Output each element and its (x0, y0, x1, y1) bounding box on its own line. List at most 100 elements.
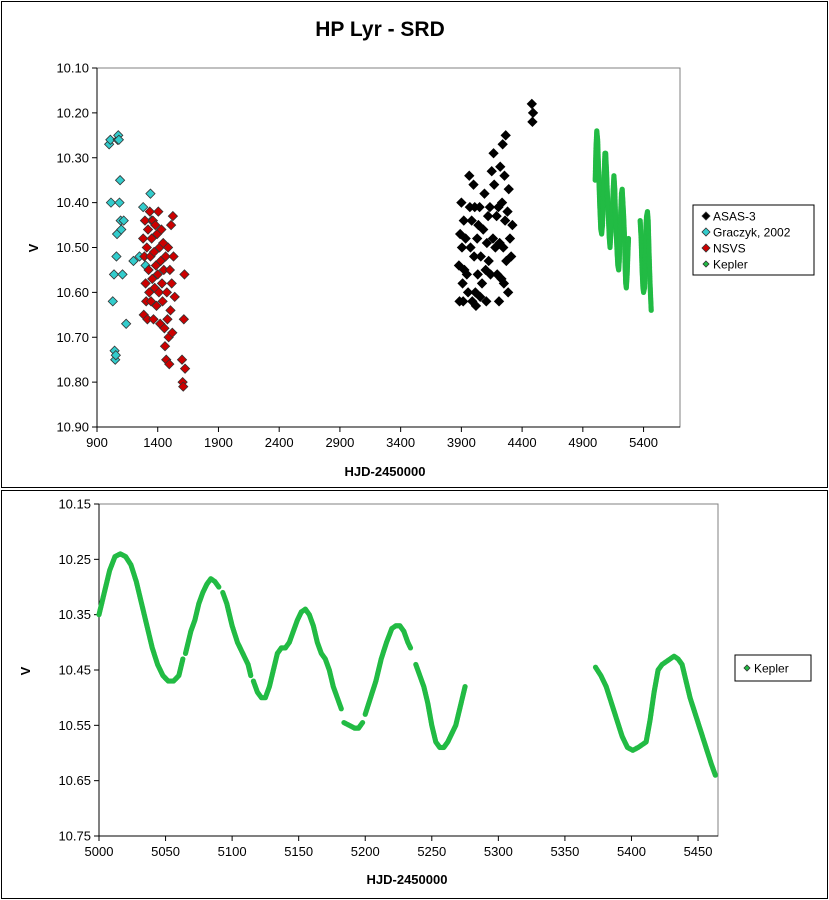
top-y-tick-label: 10.90 (56, 420, 89, 435)
top-point-asas-3 (466, 215, 477, 226)
bottom-x-tick-label: 5050 (151, 844, 180, 859)
top-y-tick-label: 10.30 (56, 150, 89, 165)
top-point-asas-3 (502, 206, 513, 217)
top-x-tick-label: 3900 (447, 435, 476, 450)
bottom-y-tick-label: 10.15 (58, 497, 91, 512)
top-point-nsvs (153, 287, 165, 298)
top-point-kepler (648, 307, 654, 313)
y-axis-label-bottom: V (18, 666, 33, 675)
top-point-asas-3 (487, 233, 499, 244)
top-point-nsvs (147, 273, 158, 285)
x-axis-label-bottom: HJD-2450000 (367, 872, 448, 887)
top-point-asas-3 (454, 228, 466, 240)
top-point-nsvs (145, 296, 157, 307)
top-y-tick-label: 10.20 (56, 105, 89, 120)
top-point-nsvs (148, 246, 160, 258)
top-point-nsvs (168, 251, 179, 262)
top-point-nsvs (150, 219, 161, 231)
top-point-nsvs (166, 278, 177, 289)
legend-top: ASAS-3 Graczyk, 2002 NSVS Kepler (692, 204, 815, 276)
top-point-nsvs (162, 314, 173, 325)
top-x-tick-label: 1900 (204, 435, 233, 450)
top-point-nsvs (169, 291, 180, 303)
top-point-nsvs (160, 251, 171, 262)
top-legend-marker-asas-3 (701, 211, 711, 221)
top-point-asas-3 (460, 233, 471, 244)
top-point-asas-3 (481, 237, 493, 249)
top-legend-label-kepler: Kepler (713, 258, 748, 272)
top-point-asas-3 (500, 130, 511, 141)
top-point-graczyk-2002 (111, 251, 122, 262)
top-x-tick-label: 4900 (568, 435, 597, 450)
top-point-asas-3 (482, 210, 494, 222)
top-legend-label-graczyk-2002: Graczyk, 2002 (713, 226, 791, 240)
top-y-tick-label: 10.10 (56, 61, 89, 76)
top-point-asas-3 (464, 170, 475, 181)
chart-panel-bottom: 10.15 10.25 10.35 10.45 10.55 10.65 10.75 5000 5… (1, 490, 828, 899)
top-point-graczyk-2002 (105, 134, 116, 145)
top-legend-label-asas-3: ASAS-3 (713, 210, 756, 224)
top-point-asas-3 (493, 296, 505, 307)
top-point-nsvs (156, 224, 167, 235)
top-point-graczyk-2002 (128, 255, 139, 267)
bottom-y-tick-label: 10.25 (58, 552, 91, 567)
top-point-asas-3 (468, 179, 479, 190)
top-point-nsvs (179, 363, 191, 374)
top-point-asas-3 (526, 98, 537, 110)
top-point-nsvs (167, 210, 179, 222)
top-point-graczyk-2002 (113, 134, 125, 145)
bottom-point-kepler (338, 706, 344, 712)
top-point-asas-3 (471, 233, 483, 244)
top-point-asas-3 (484, 201, 496, 213)
bottom-x-tick-label: 5250 (417, 844, 446, 859)
top-point-asas-3 (462, 287, 474, 298)
top-point-graczyk-2002 (116, 224, 127, 235)
top-point-asas-3 (472, 269, 483, 280)
top-point-nsvs (156, 278, 168, 289)
bottom-x-tick-label: 5000 (85, 844, 114, 859)
top-point-asas-3 (502, 287, 514, 298)
bottom-x-tick-label: 5100 (218, 844, 247, 859)
top-x-tick-label: 3400 (386, 435, 415, 450)
top-point-asas-3 (504, 233, 516, 244)
top-point-asas-3 (506, 251, 517, 262)
top-point-graczyk-2002 (114, 197, 125, 208)
top-point-asas-3 (481, 296, 492, 307)
bottom-x-tick-label: 5450 (684, 844, 713, 859)
x-axis-label-top: HJD-2450000 (345, 464, 426, 479)
top-point-graczyk-2002 (118, 215, 129, 226)
bottom-y-tick-label: 10.75 (58, 829, 91, 844)
top-point-asas-3 (470, 300, 482, 312)
plot-area-bottom (98, 503, 719, 837)
top-point-kepler (625, 235, 632, 242)
bottom-x-tick-label: 5300 (484, 844, 513, 859)
top-point-asas-3 (453, 260, 465, 271)
top-point-asas-3 (527, 116, 538, 128)
top-point-nsvs (153, 206, 164, 217)
top-point-nsvs (165, 219, 177, 231)
top-x-tick-label: 2400 (265, 435, 294, 450)
top-point-asas-3 (496, 197, 508, 208)
top-y-tick-label: 10.60 (56, 285, 89, 300)
top-point-nsvs (142, 224, 154, 235)
top-y-tick-label: 10.40 (56, 195, 89, 210)
top-x-tick-label: 2900 (325, 435, 354, 450)
bottom-point-kepler (407, 645, 414, 651)
top-point-asas-3 (499, 170, 510, 181)
top-point-graczyk-2002 (137, 201, 149, 213)
top-point-asas-3 (486, 166, 497, 177)
top-x-tick-label: 5400 (629, 435, 658, 450)
top-point-graczyk-2002 (117, 269, 128, 280)
top-point-asas-3 (465, 242, 476, 253)
top-point-nsvs (179, 269, 190, 280)
top-point-asas-3 (488, 148, 499, 159)
bottom-x-tick-label: 5200 (351, 844, 380, 859)
top-y-tick-label: 10.80 (56, 375, 89, 390)
top-y-tick-label: 10.70 (56, 330, 89, 345)
bottom-legend-label-kepler: Kepler (754, 662, 789, 676)
top-point-nsvs (159, 341, 171, 352)
bottom-y-tick-label: 10.55 (58, 718, 91, 733)
top-point-asas-3 (476, 278, 488, 289)
top-point-graczyk-2002 (105, 197, 117, 208)
plot-area-top (96, 67, 681, 428)
